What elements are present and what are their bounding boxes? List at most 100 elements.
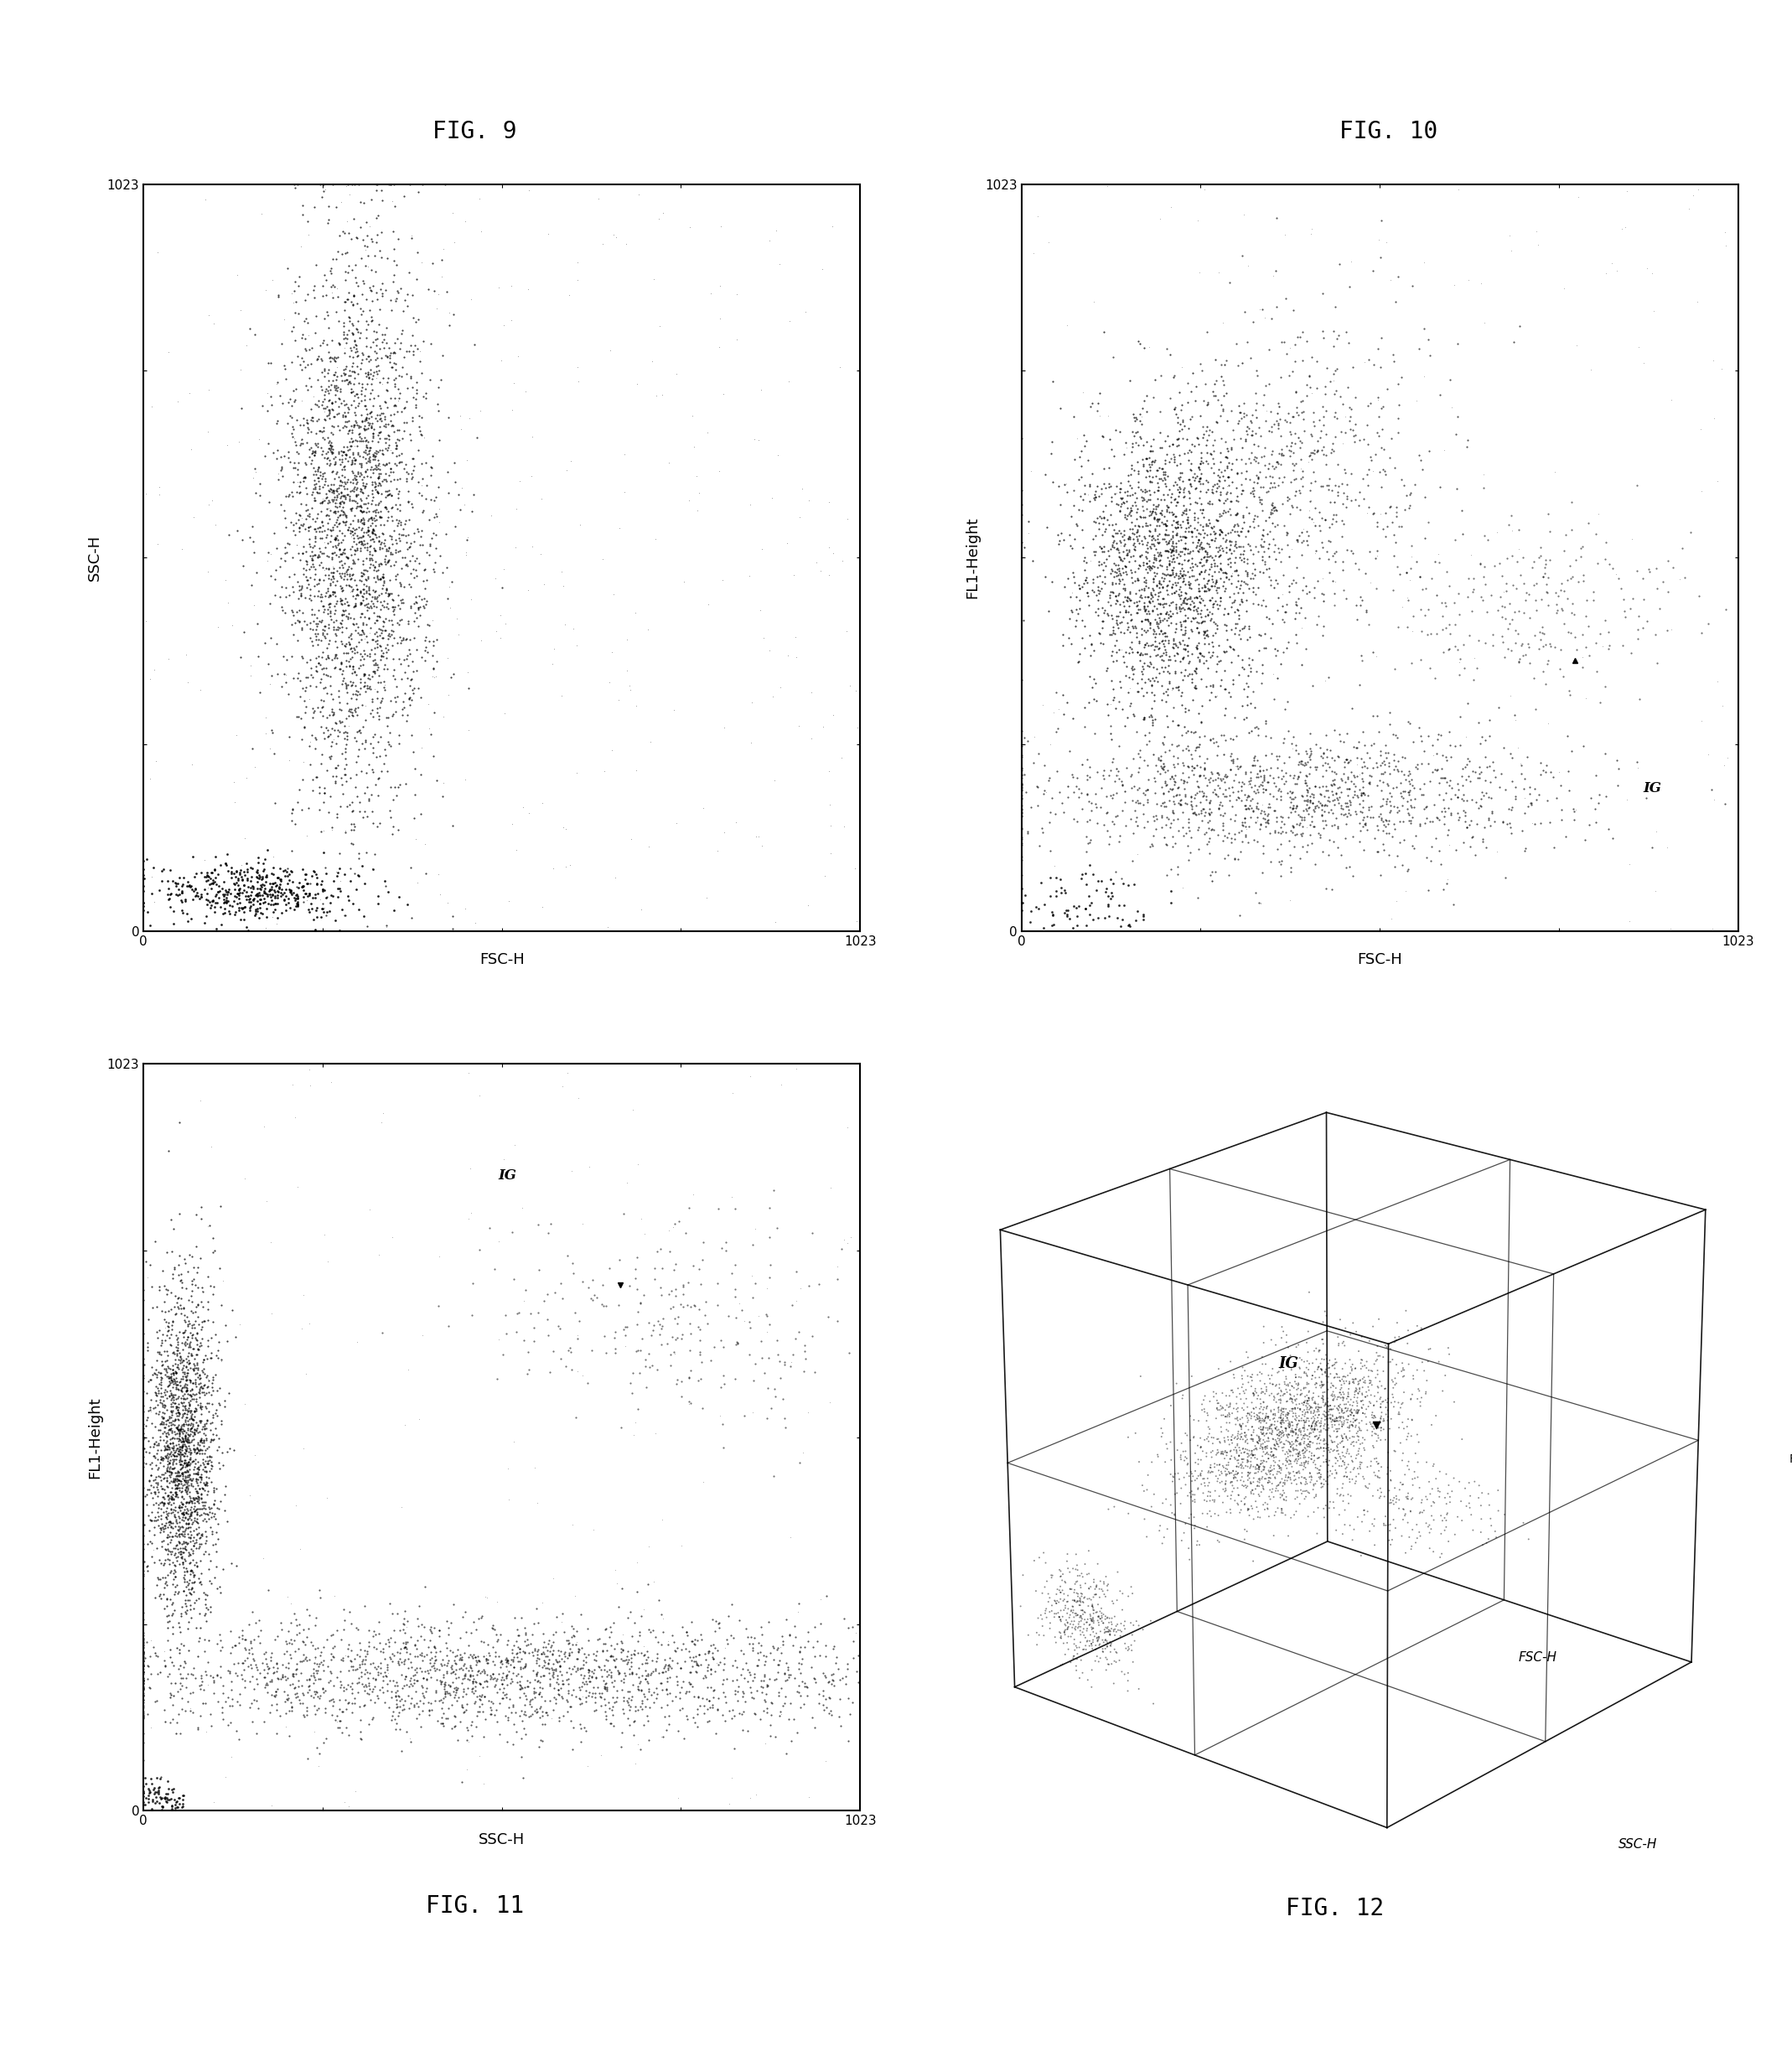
- Point: [373, 544, 401, 577]
- Point: [1468, 822, 1496, 855]
- Point: [1176, 487, 1204, 520]
- Point: [1172, 495, 1201, 528]
- Point: [640, 264, 668, 297]
- Point: [1154, 528, 1183, 561]
- Point: [1303, 346, 1331, 379]
- Point: [387, 1657, 416, 1690]
- Point: [652, 1688, 681, 1721]
- Point: [201, 1234, 229, 1266]
- Point: [1507, 628, 1536, 661]
- Point: [274, 863, 303, 896]
- Point: [1369, 434, 1398, 466]
- Point: [136, 1504, 165, 1537]
- Point: [220, 1647, 249, 1680]
- Point: [1202, 565, 1231, 597]
- Point: [195, 861, 224, 894]
- Point: [711, 1686, 740, 1719]
- Point: [326, 1625, 355, 1657]
- Point: [1179, 460, 1208, 493]
- Point: [523, 1606, 552, 1639]
- Point: [416, 624, 444, 657]
- Point: [1185, 534, 1213, 567]
- Point: [1097, 481, 1125, 514]
- Point: [1294, 829, 1322, 861]
- Point: [724, 1670, 753, 1702]
- Point: [1711, 593, 1740, 626]
- Point: [1129, 788, 1158, 820]
- Point: [308, 614, 337, 647]
- Point: [846, 1674, 874, 1706]
- Point: [1475, 704, 1503, 737]
- Point: [197, 1371, 226, 1404]
- Point: [688, 1682, 717, 1715]
- Point: [190, 861, 219, 894]
- Point: [333, 321, 362, 354]
- Point: [1129, 483, 1158, 516]
- Point: [140, 1631, 168, 1663]
- Point: [1301, 769, 1330, 802]
- Point: [486, 1719, 514, 1751]
- Point: [278, 276, 306, 309]
- Point: [1238, 305, 1267, 338]
- Point: [165, 1489, 194, 1522]
- Point: [217, 1665, 246, 1698]
- Point: [280, 466, 308, 499]
- Point: [1254, 602, 1283, 634]
- Point: [358, 417, 387, 450]
- Point: [1190, 571, 1219, 604]
- Point: [188, 1442, 217, 1475]
- Point: [253, 880, 281, 913]
- Point: [1150, 638, 1179, 671]
- Point: [129, 1532, 158, 1565]
- Point: [174, 1657, 202, 1690]
- Point: [305, 516, 333, 548]
- Point: [1312, 753, 1340, 786]
- Point: [156, 1584, 185, 1616]
- Point: [247, 868, 276, 900]
- Point: [554, 278, 582, 311]
- Point: [1333, 534, 1362, 567]
- Point: [369, 507, 398, 540]
- Point: [1140, 565, 1168, 597]
- Point: [147, 1530, 176, 1563]
- Point: [312, 438, 340, 471]
- Point: [220, 861, 249, 894]
- Point: [1174, 806, 1202, 839]
- Point: [360, 256, 389, 288]
- Point: [1206, 585, 1235, 618]
- Point: [317, 477, 346, 509]
- Point: [1326, 248, 1355, 280]
- Point: [407, 479, 435, 512]
- Point: [595, 1692, 624, 1725]
- Point: [190, 872, 219, 904]
- Point: [1127, 612, 1156, 644]
- Point: [136, 1271, 165, 1303]
- Point: [1193, 487, 1222, 520]
- Point: [375, 446, 403, 479]
- Point: [1115, 534, 1143, 567]
- Point: [339, 677, 367, 710]
- Point: [1233, 767, 1262, 800]
- Point: [1170, 786, 1199, 818]
- Point: [1357, 759, 1385, 792]
- Point: [1487, 757, 1516, 790]
- Point: [183, 1436, 211, 1469]
- Point: [351, 620, 380, 653]
- Point: [579, 1657, 607, 1690]
- Point: [1312, 352, 1340, 385]
- Point: [448, 471, 477, 503]
- Point: [1296, 780, 1324, 812]
- Point: [1129, 391, 1158, 424]
- Point: [738, 1627, 767, 1659]
- Point: [339, 442, 367, 475]
- Point: [609, 1696, 638, 1729]
- Point: [161, 1367, 190, 1399]
- Point: [1416, 653, 1444, 685]
- Point: [486, 1618, 514, 1651]
- Point: [312, 295, 340, 327]
- Point: [186, 1404, 215, 1436]
- Point: [443, 1723, 471, 1755]
- Point: [1176, 550, 1204, 583]
- Point: [333, 563, 362, 595]
- Point: [846, 1678, 874, 1710]
